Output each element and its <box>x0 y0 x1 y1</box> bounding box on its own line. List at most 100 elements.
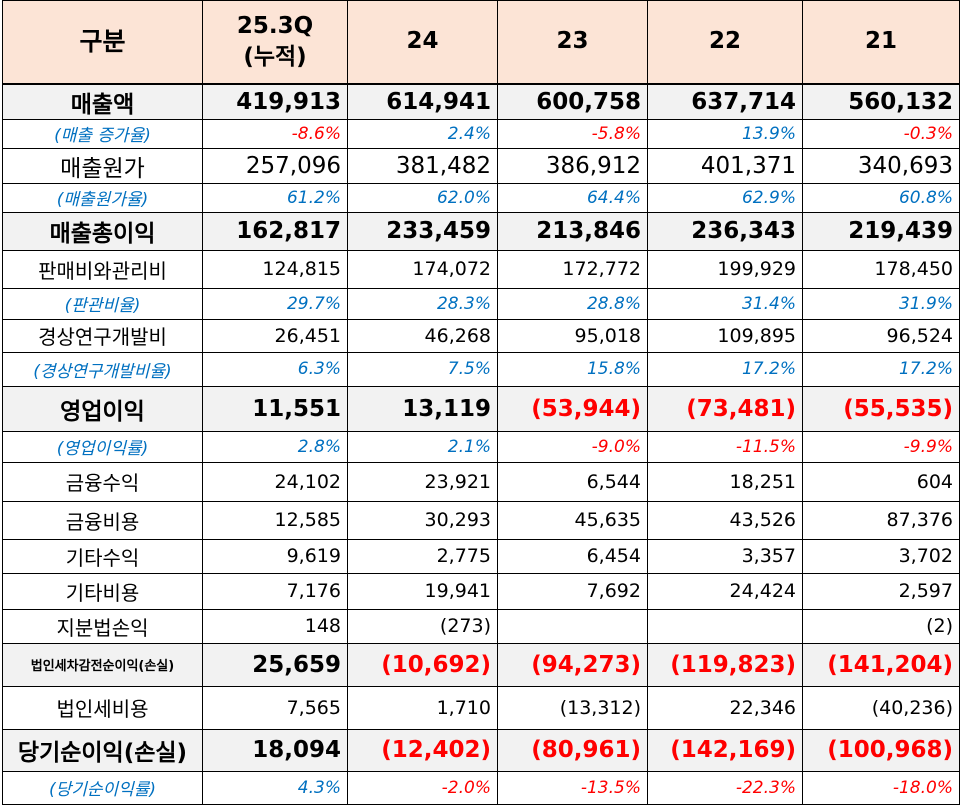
value-cell: 381,482 <box>347 147 498 184</box>
value-cell: 43,526 <box>647 500 803 540</box>
value-cell: 26,451 <box>202 318 348 353</box>
value-cell: 614,941 <box>347 83 498 120</box>
value-cell: 31.9% <box>802 287 960 320</box>
value-cell: 17.2% <box>647 351 803 387</box>
value-cell: 162,817 <box>202 211 348 251</box>
value-cell: 3,357 <box>647 538 803 574</box>
table-row: (매출원가율) 61.2% 62.0% 64.4% 62.9% 60.8% <box>2 182 960 213</box>
table-row: 경상연구개발비 26,451 46,268 95,018 109,895 96,524 <box>2 318 960 353</box>
value-cell: 386,912 <box>497 147 648 184</box>
value-cell: 46,268 <box>347 318 498 353</box>
table-row: 판매비와관리비 124,815 174,072 172,772 199,929 178,4… <box>2 249 960 289</box>
value-cell: 560,132 <box>802 83 960 120</box>
row-label: 매출총이익 <box>2 211 203 251</box>
value-cell: (94,273) <box>497 642 648 687</box>
value-cell: -2.0% <box>347 770 498 805</box>
row-label: 매출액 <box>2 83 203 120</box>
value-cell: 2,775 <box>347 538 498 574</box>
row-label: (매출 증가율) <box>2 118 203 149</box>
row-label: (영업이익률) <box>2 430 203 463</box>
row-label: (매출원가율) <box>2 182 203 213</box>
table-row: 금융비용 12,585 30,293 45,635 43,526 87,376 <box>2 500 960 540</box>
value-cell: 25,659 <box>202 642 348 687</box>
value-cell: 637,714 <box>647 83 803 120</box>
row-label: 금융비용 <box>2 500 203 540</box>
value-cell: 19,941 <box>347 572 498 610</box>
value-cell: 64.4% <box>497 182 648 213</box>
header-col-21: 21 <box>802 0 960 85</box>
value-cell: 7,176 <box>202 572 348 610</box>
table-body: 매출액 419,913 614,941 600,758 637,714 560,132 (매… <box>2 83 960 805</box>
value-cell: 18,251 <box>647 461 803 502</box>
value-cell: 257,096 <box>202 147 348 184</box>
table-row: (판관비율) 29.7% 28.3% 28.8% 31.4% 31.9% <box>2 287 960 320</box>
value-cell: 2.8% <box>202 430 348 463</box>
value-cell: 18,094 <box>202 728 348 772</box>
row-label: 판매비와관리비 <box>2 249 203 289</box>
table-row: 금융수익 24,102 23,921 6,544 18,251 604 <box>2 461 960 502</box>
table-row: (경상연구개발비율) 6.3% 7.5% 15.8% 17.2% 17.2% <box>2 351 960 387</box>
table-row: 지분법손익 148 (273) (2) <box>2 608 960 644</box>
value-cell: 9,619 <box>202 538 348 574</box>
value-cell <box>647 608 803 644</box>
value-cell: 2.4% <box>347 118 498 149</box>
table-row: 매출액 419,913 614,941 600,758 637,714 560,132 <box>2 83 960 120</box>
value-cell: -8.6% <box>202 118 348 149</box>
value-cell: 60.8% <box>802 182 960 213</box>
header-col-text: 25.3Q (누적) <box>236 12 314 70</box>
value-cell: 12,585 <box>202 500 348 540</box>
table-row: 기타비용 7,176 19,941 7,692 24,424 2,597 <box>2 572 960 610</box>
value-cell: 109,895 <box>647 318 803 353</box>
value-cell: 6.3% <box>202 351 348 387</box>
value-cell: 28.3% <box>347 287 498 320</box>
value-cell: (53,944) <box>497 385 648 432</box>
value-cell: 2,597 <box>802 572 960 610</box>
value-cell: (40,236) <box>802 685 960 730</box>
value-cell <box>497 608 648 644</box>
header-label: 구분 <box>2 0 203 85</box>
value-cell: 174,072 <box>347 249 498 289</box>
row-label: 당기순이익(손실) <box>2 728 203 772</box>
row-label: 기타수익 <box>2 538 203 574</box>
value-cell: 61.2% <box>202 182 348 213</box>
value-cell: 604 <box>802 461 960 502</box>
value-cell: 7.5% <box>347 351 498 387</box>
value-cell: 7,692 <box>497 572 648 610</box>
value-cell: (100,968) <box>802 728 960 772</box>
value-cell: 172,772 <box>497 249 648 289</box>
value-cell: 28.8% <box>497 287 648 320</box>
value-cell: 13,119 <box>347 385 498 432</box>
value-cell: -9.0% <box>497 430 648 463</box>
value-cell: 22,346 <box>647 685 803 730</box>
value-cell: 213,846 <box>497 211 648 251</box>
value-cell: (2) <box>802 608 960 644</box>
value-cell: 4.3% <box>202 770 348 805</box>
value-cell: 30,293 <box>347 500 498 540</box>
value-cell: 6,454 <box>497 538 648 574</box>
value-cell: 401,371 <box>647 147 803 184</box>
value-cell: -5.8% <box>497 118 648 149</box>
value-cell: 600,758 <box>497 83 648 120</box>
row-label: 지분법손익 <box>2 608 203 644</box>
value-cell: (80,961) <box>497 728 648 772</box>
row-label: (판관비율) <box>2 287 203 320</box>
table-row: 매출원가 257,096 381,482 386,912 401,371 340,693 <box>2 147 960 184</box>
row-label: 법인세차감전순이익(손실) <box>2 642 203 687</box>
value-cell: 95,018 <box>497 318 648 353</box>
row-label: (경상연구개발비율) <box>2 351 203 387</box>
value-cell: (273) <box>347 608 498 644</box>
value-cell: (12,402) <box>347 728 498 772</box>
row-label: 기타비용 <box>2 572 203 610</box>
row-label: 경상연구개발비 <box>2 318 203 353</box>
value-cell: 24,424 <box>647 572 803 610</box>
value-cell: 1,710 <box>347 685 498 730</box>
value-cell: 96,524 <box>802 318 960 353</box>
value-cell: (13,312) <box>497 685 648 730</box>
table-row: 당기순이익(손실) 18,094 (12,402) (80,961) (142,169)… <box>2 728 960 772</box>
value-cell: 6,544 <box>497 461 648 502</box>
value-cell: -9.9% <box>802 430 960 463</box>
value-cell: 340,693 <box>802 147 960 184</box>
value-cell: 3,702 <box>802 538 960 574</box>
row-label: 법인세비용 <box>2 685 203 730</box>
